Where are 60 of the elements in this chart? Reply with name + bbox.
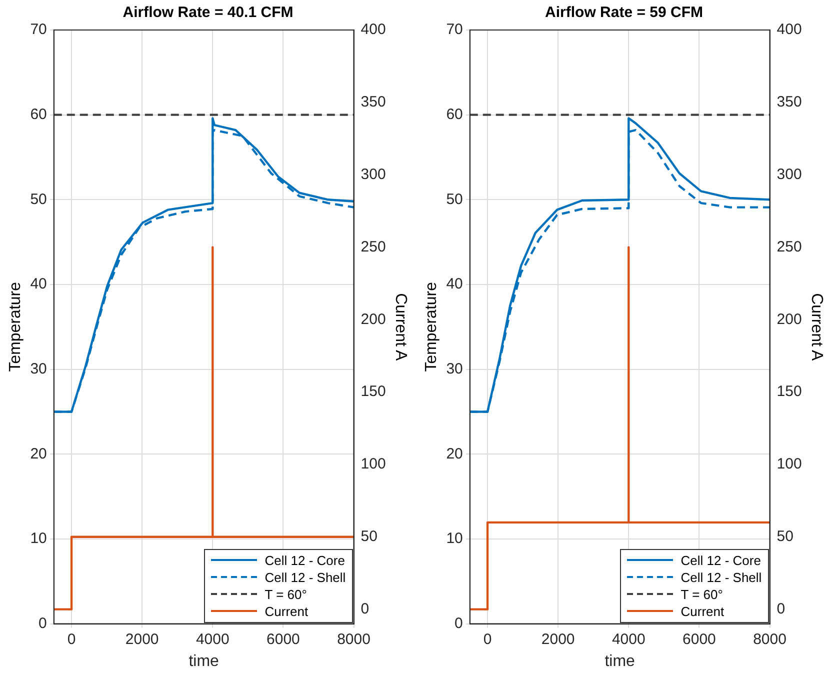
x-axis-title: time [188,652,220,670]
x-tick-label: 4000 [196,630,230,648]
y2-tick-label: 50 [776,528,794,546]
y2-axis-title: Current A [392,293,409,362]
y-axis-title: Temperature [423,282,440,372]
y2-tick-label: 0 [776,600,786,618]
x-tick-label: 6000 [266,630,300,648]
x-axis-title: time [604,652,636,670]
legend-label: Current [264,604,308,619]
y-tick-label: 40 [30,276,47,293]
y2-tick-label: 150 [360,383,386,400]
x-tick-label: 4000 [612,630,646,648]
y-tick-label: 10 [30,530,47,548]
x-tick-label: 2000 [541,630,575,648]
x-tick-label: 0 [67,630,76,648]
y2-tick-label: 200 [360,310,386,328]
y2-tick-label: 300 [776,166,802,183]
y-tick-label: 20 [446,445,463,462]
y-axis-title: Temperature [7,282,24,372]
legend-label: Cell 12 - Core [680,552,761,568]
y-tick-label: 60 [30,106,47,123]
legend-label: T = 60° [264,586,307,602]
y-tick-label: 50 [30,190,47,208]
legend-label: T = 60° [680,586,723,602]
y2-tick-label: 100 [360,456,386,473]
y2-axis-title: Current A [808,293,825,362]
x-tick-label: 8000 [753,630,786,648]
legend-label: Current [680,604,724,619]
y2-tick-label: 350 [360,94,386,111]
y-tick-label: 50 [446,190,463,208]
y2-tick-label: 400 [360,21,386,38]
y-tick-label: 70 [446,21,463,38]
chart-title: Airflow Rate = 59 CFM [545,4,703,22]
y-tick-label: 0 [38,614,47,632]
x-tick-label: 0 [483,630,492,648]
y-tick-label: 30 [30,360,47,378]
y2-tick-label: 150 [776,383,802,400]
chart-title: Airflow Rate = 40.1 CFM [122,4,294,22]
y2-tick-label: 100 [776,456,802,473]
y2-tick-label: 350 [776,94,802,111]
y-tick-label: 20 [30,445,47,462]
legend-label: Cell 12 - Shell [264,570,346,585]
y-tick-label: 10 [446,530,463,548]
x-tick-label: 2000 [125,630,159,648]
x-tick-label: 8000 [337,630,370,648]
y-tick-label: 40 [446,276,463,293]
y2-tick-label: 200 [776,310,802,328]
y-tick-label: 30 [446,360,463,378]
legend-label: Cell 12 - Core [264,552,345,568]
y2-tick-label: 50 [360,528,378,546]
y2-tick-label: 300 [360,166,386,183]
y2-tick-label: 400 [776,21,802,38]
x-tick-label: 6000 [682,630,716,648]
y-tick-label: 70 [30,21,47,38]
y2-tick-label: 0 [360,600,370,618]
y2-tick-label: 250 [360,238,386,256]
y-tick-label: 0 [454,614,463,632]
y-tick-label: 60 [446,106,463,123]
legend-label: Cell 12 - Shell [680,570,762,585]
y2-tick-label: 250 [776,238,802,256]
